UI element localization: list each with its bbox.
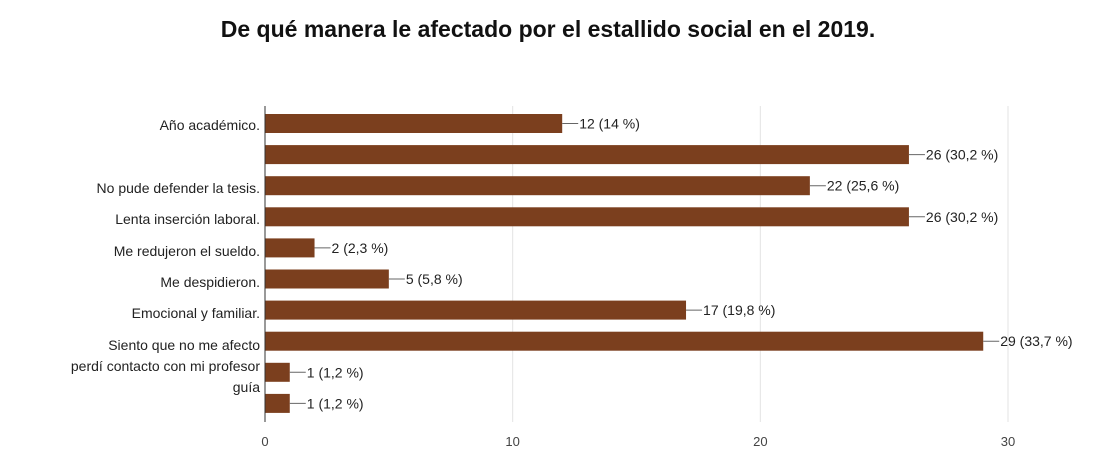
data-label: 26 (30,2 %) (926, 147, 998, 163)
bar (265, 393, 290, 413)
bar (265, 145, 909, 165)
bar (265, 362, 290, 382)
chart-title: De qué manera le afectado por el estalli… (220, 16, 876, 42)
x-tick-label: 30 (1001, 434, 1015, 449)
category-label: Siento que no me afecto (108, 337, 260, 353)
bar (265, 114, 563, 133)
category-label: Lenta inserción laboral. (115, 211, 260, 227)
bar (265, 238, 315, 258)
labels: 0 10 20 30 12 (14 %) 26 (30,2 %) 22 (25,6 %) 26… (71, 116, 1073, 450)
category-label: perdí contacto con mi profesor (71, 358, 260, 374)
x-tick-label: 0 (261, 434, 268, 449)
bar (265, 331, 984, 351)
data-label: 1 (1,2 %) (307, 364, 364, 380)
data-label: 2 (2,3 %) (332, 240, 389, 256)
data-label: 22 (25,6 %) (827, 178, 899, 194)
data-label: 5 (5,8 %) (406, 271, 463, 287)
category-label: Me despidieron. (160, 274, 260, 290)
x-tick-label: 10 (505, 434, 519, 449)
category-label: Año académico. (160, 117, 260, 133)
bar (265, 207, 909, 227)
category-label: guía (233, 379, 260, 395)
category-label: No pude defender la tesis. (97, 180, 260, 196)
category-label: Emocional y familiar. (132, 305, 260, 321)
data-label: 17 (19,8 %) (703, 302, 775, 318)
bars (265, 114, 984, 413)
bar (265, 300, 687, 320)
data-label: 12 (14 %) (579, 116, 640, 132)
data-label: 1 (1,2 %) (307, 395, 364, 411)
data-label: 29 (33,7 %) (1000, 333, 1072, 349)
bar (265, 269, 389, 289)
category-label: Me redujeron el sueldo. (114, 243, 260, 259)
data-label: 26 (30,2 %) (926, 209, 998, 225)
bar (265, 176, 810, 196)
x-tick-label: 20 (753, 434, 767, 449)
